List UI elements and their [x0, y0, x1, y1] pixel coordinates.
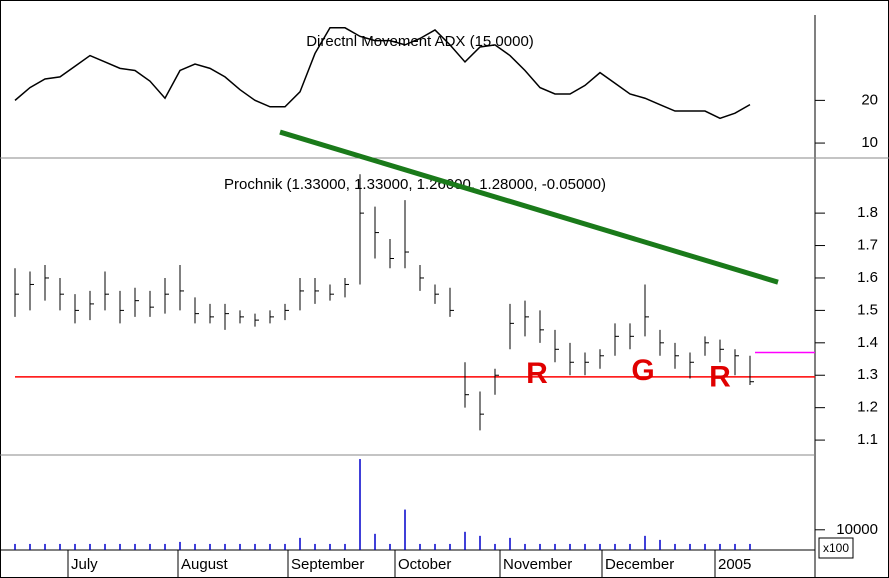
- volume-bar: [434, 543, 436, 550]
- volume-bar: [149, 543, 151, 550]
- x-tick-label: November: [503, 556, 572, 573]
- volume-bar: [659, 539, 661, 550]
- y-tick-label: 20: [861, 91, 878, 108]
- volume-bar: [464, 531, 466, 550]
- volume-bar: [59, 543, 61, 550]
- y-tick-label: 1.7: [857, 237, 878, 254]
- y-tick-label: 1.4: [857, 334, 878, 351]
- volume-bar: [614, 543, 616, 550]
- y-tick-label: 1.6: [857, 269, 878, 286]
- y-tick-label: 1.2: [857, 399, 878, 416]
- volume-bar: [599, 543, 601, 550]
- volume-bar: [524, 543, 526, 550]
- x-tick-label: October: [398, 556, 451, 573]
- volume-bar: [719, 543, 721, 550]
- adx-line: [14, 27, 751, 120]
- volume-bar: [584, 543, 586, 550]
- volume-bar: [704, 543, 706, 550]
- y-tick-label: 10000: [836, 521, 878, 538]
- unit-label: x100: [823, 541, 849, 555]
- x-tick-label: December: [605, 556, 674, 573]
- y-tick-label: 1.5: [857, 301, 878, 318]
- y-tick-label: 1.3: [857, 366, 878, 383]
- volume-bar: [284, 543, 286, 550]
- volume-bar: [344, 543, 346, 550]
- x-tick-label: July: [71, 556, 98, 573]
- volume-bar: [629, 543, 631, 550]
- volume-bar: [644, 535, 646, 550]
- y-tick-label: 10: [861, 134, 878, 151]
- volume-bar: [179, 541, 181, 550]
- reference-line: [279, 129, 779, 285]
- volume-bar: [299, 537, 301, 550]
- volume-bar: [44, 543, 46, 550]
- volume-bar: [329, 543, 331, 550]
- volume-bar: [419, 543, 421, 550]
- volume-bar: [734, 543, 736, 550]
- price-title: Prochnik (1.33000, 1.33000, 1.26000, 1.2…: [224, 176, 606, 193]
- volume-bar: [359, 459, 361, 550]
- x-tick-label: 2005: [718, 556, 751, 573]
- volume-bar: [389, 543, 391, 550]
- volume-bar: [539, 543, 541, 550]
- volume-bar: [314, 543, 316, 550]
- volume-bar: [689, 543, 691, 550]
- volume-bar: [224, 543, 226, 550]
- volume-bar: [494, 543, 496, 550]
- volume-bar: [374, 533, 376, 550]
- volume-bar: [254, 543, 256, 550]
- volume-bar: [269, 543, 271, 550]
- volume-bar: [479, 535, 481, 550]
- x-tick-label: August: [181, 556, 229, 573]
- volume-bar: [209, 543, 211, 550]
- volume-bar: [74, 543, 76, 550]
- volume-bar: [194, 543, 196, 550]
- annotation: R: [526, 357, 548, 390]
- volume-bar: [89, 543, 91, 550]
- volume-bar: [749, 543, 751, 550]
- volume-bar: [569, 543, 571, 550]
- volume-bar: [554, 543, 556, 550]
- volume-bar: [164, 543, 166, 550]
- y-tick-label: 1.1: [857, 431, 878, 448]
- volume-bar: [449, 543, 451, 550]
- volume-bar: [674, 543, 676, 550]
- volume-bar: [14, 543, 16, 550]
- unit-box: [818, 537, 854, 559]
- volume-bar: [134, 543, 136, 550]
- volume-bar: [239, 543, 241, 550]
- volume-bar: [29, 543, 31, 550]
- volume-bar: [119, 543, 121, 550]
- annotation: G: [631, 354, 654, 387]
- y-tick-label: 1.8: [857, 204, 878, 221]
- volume-bar: [509, 537, 511, 550]
- annotation: R: [709, 360, 731, 393]
- x-tick-label: September: [291, 556, 364, 573]
- volume-bar: [404, 509, 406, 550]
- volume-bar: [104, 543, 106, 550]
